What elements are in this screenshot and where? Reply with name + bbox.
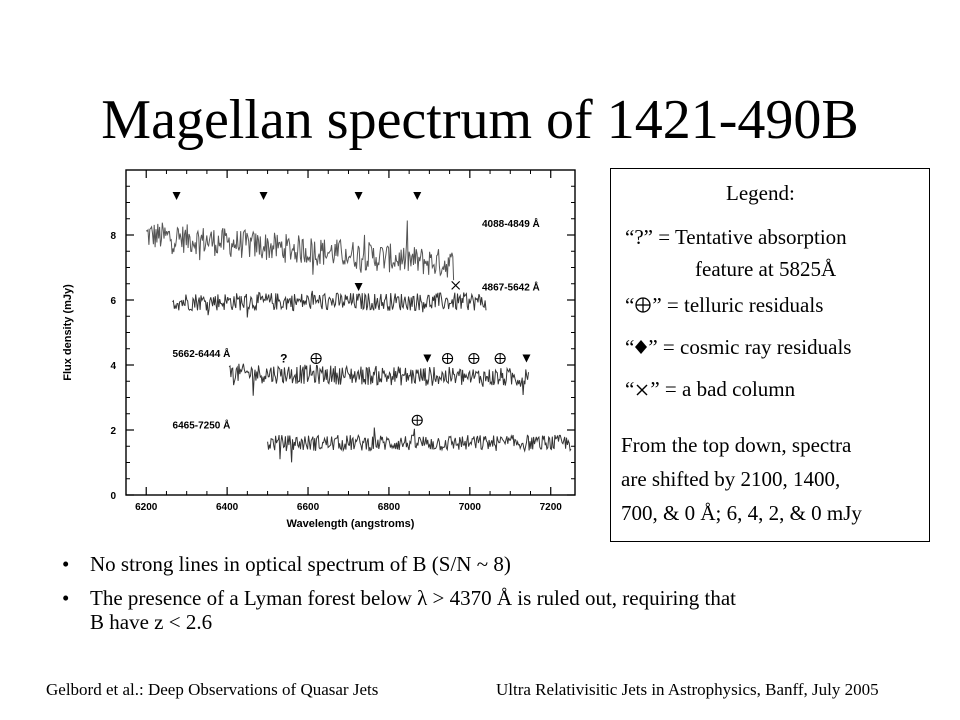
cosmic-ray-marker (354, 283, 363, 291)
telluric-icon (635, 297, 651, 313)
bullet-text: The presence of a Lyman forest below λ >… (90, 586, 737, 610)
series-label: 5662-6444 Å (173, 347, 231, 360)
spectrum-line (172, 290, 487, 318)
bad-column-icon (636, 384, 648, 396)
legend-item-label: = cosmic ray residuals (662, 335, 852, 359)
spectrum-chart-svg: 6200 6400 6600 6800 7000 7200 0 2 4 6 8 Wavelength … (62, 169, 576, 530)
legend-note-line-3: 700, & 0 Å; 6, 4, 2, & 0 mJy (621, 501, 862, 525)
cosmic-ray-marker (423, 354, 432, 363)
cosmic-ray-marker (413, 192, 422, 200)
y-tick-label: 0 (110, 491, 116, 502)
legend-header: Legend: (726, 181, 795, 205)
spectrum-line (228, 363, 529, 396)
legend-note-line-1: From the top down, spectra (621, 433, 852, 457)
legend-item-label: = a bad column (664, 377, 796, 401)
tentative-marker: ? (280, 352, 287, 366)
x-tick-label: 7000 (459, 502, 482, 513)
bullet-list: • No strong lines in optical spectrum of… (62, 552, 932, 644)
legend-note-line-2: are shifted by 2100, 1400, (621, 467, 841, 491)
bullet-item: • No strong lines in optical spectrum of… (62, 552, 932, 576)
legend-item-label: = Tentative absorption (658, 225, 847, 249)
bad-column-marker (451, 280, 461, 290)
x-tick-label: 6400 (216, 502, 239, 513)
series-label: 4088-4849 Å (482, 217, 540, 230)
legend-item-label-cont: feature at 5825Å (695, 257, 837, 281)
y-axis-label: Flux density (mJy) (62, 284, 74, 381)
spectrum-chart: 6200 6400 6600 6800 7000 7200 0 2 4 6 8 Wavelength … (40, 160, 586, 540)
footer-left: Gelbord et al.: Deep Observations of Qua… (46, 680, 379, 699)
cosmic-ray-marker (259, 192, 268, 200)
legend-item-bad-column: “” = a bad column (625, 377, 796, 401)
footer-right: Ultra Relativisitic Jets in Astrophysics… (496, 680, 879, 699)
spectrum-line (145, 220, 455, 281)
bullet-icon: • (62, 586, 70, 610)
question-mark-icon: ? (634, 225, 644, 249)
y-tick-label: 6 (110, 296, 116, 307)
y-tick-label: 4 (110, 361, 116, 372)
series-label: 4867-5642 Å (482, 280, 540, 293)
cosmic-ray-icon (635, 340, 648, 354)
series-label: 6465-7250 Å (173, 418, 231, 431)
slide-title: Magellan spectrum of 1421-490B (101, 89, 859, 151)
x-tick-label: 6800 (378, 502, 401, 513)
legend-box: Legend: “?” = Tentative absorption featu… (610, 168, 930, 542)
bullet-item: • The presence of a Lyman forest below λ… (62, 586, 932, 634)
cosmic-ray-marker (172, 192, 181, 200)
x-axis-label: Wavelength (angstroms) (287, 518, 415, 530)
bullet-icon: • (62, 552, 70, 576)
cosmic-ray-marker (354, 192, 363, 200)
x-tick-label: 6200 (135, 502, 158, 513)
cosmic-ray-marker (522, 354, 531, 363)
spectrum-line (267, 427, 572, 463)
legend-item-telluric: “” = telluric residuals (625, 293, 824, 317)
legend-item-cosmic-ray: “” = cosmic ray residuals (625, 335, 852, 359)
y-tick-label: 8 (110, 231, 116, 242)
y-tick-label: 2 (110, 426, 116, 437)
x-tick-label: 6600 (297, 502, 320, 513)
x-tick-label: 7200 (540, 502, 563, 513)
bullet-text-cont: B have z < 2.6 (90, 610, 213, 634)
legend-item-label: = telluric residuals (666, 293, 824, 317)
legend-item-tentative: “?” = Tentative absorption (625, 225, 847, 249)
bullet-text: No strong lines in optical spectrum of B… (90, 552, 511, 576)
